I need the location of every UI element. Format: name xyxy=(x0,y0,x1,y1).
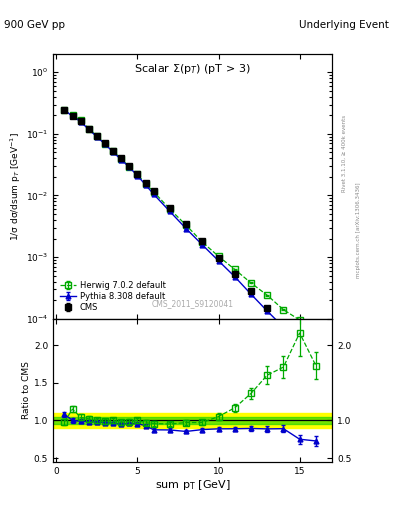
Legend: Herwig 7.0.2 default, Pythia 8.308 default, CMS: Herwig 7.0.2 default, Pythia 8.308 defau… xyxy=(57,279,168,314)
Text: Underlying Event: Underlying Event xyxy=(299,20,389,31)
Text: CMS_2011_S9120041: CMS_2011_S9120041 xyxy=(152,299,233,308)
Text: 900 GeV pp: 900 GeV pp xyxy=(4,20,65,31)
Y-axis label: Ratio to CMS: Ratio to CMS xyxy=(22,361,31,419)
Y-axis label: 1/σ dσ/dsum p$_T$ [GeV$^{-1}$]: 1/σ dσ/dsum p$_T$ [GeV$^{-1}$] xyxy=(9,132,23,241)
X-axis label: sum p$_\mathrm{T}$ [GeV]: sum p$_\mathrm{T}$ [GeV] xyxy=(155,478,230,493)
Text: mcplots.cern.ch [arXiv:1306.3436]: mcplots.cern.ch [arXiv:1306.3436] xyxy=(356,183,361,278)
Text: Scalar $\Sigma$(p$_T$) (pT > 3): Scalar $\Sigma$(p$_T$) (pT > 3) xyxy=(134,62,251,76)
Text: Rivet 3.1.10, ≥ 400k events: Rivet 3.1.10, ≥ 400k events xyxy=(342,115,347,192)
